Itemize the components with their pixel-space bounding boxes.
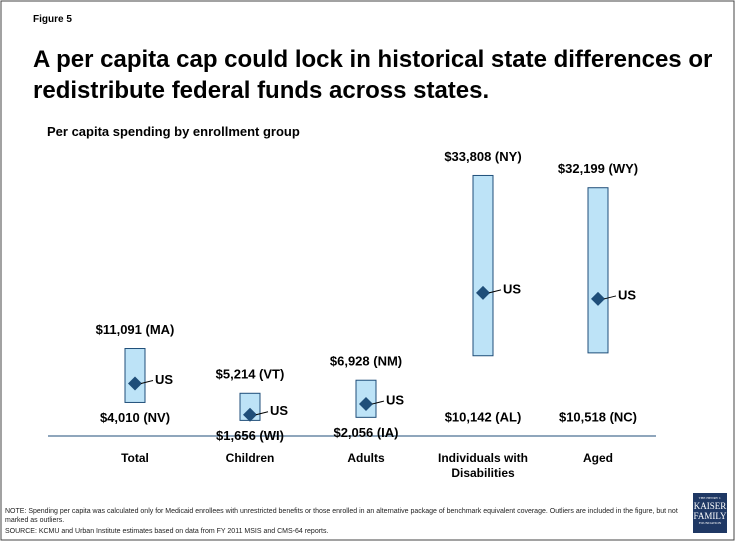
logo-line: FOUNDATION <box>698 521 722 525</box>
range-bar <box>472 174 494 357</box>
us-leader <box>488 289 502 294</box>
us-leader <box>140 380 154 384</box>
us-marker <box>243 407 257 422</box>
note: NOTE: Spending per capita was calculated… <box>5 508 678 524</box>
us-leader <box>603 295 617 300</box>
us-label: US <box>386 392 404 407</box>
us-marker <box>476 285 490 300</box>
us-label: US <box>618 287 636 302</box>
high-label: $33,808 (NY) <box>444 149 521 164</box>
figure-label: Figure 5 <box>33 14 72 25</box>
low-label: $4,010 (NV) <box>100 410 170 425</box>
low-label: $10,518 (NC) <box>559 409 637 424</box>
us-label: US <box>270 403 288 418</box>
us-leader <box>371 400 385 405</box>
logo-line: KAISER <box>693 501 727 511</box>
low-label: $10,142 (AL) <box>445 409 522 424</box>
high-label: $6,928 (NM) <box>330 354 402 369</box>
us-label: US <box>503 281 521 296</box>
high-label: $32,199 (WY) <box>558 161 638 176</box>
us-marker <box>591 291 605 306</box>
range-bar <box>124 348 146 403</box>
chart-title: A per capita cap could lock in historica… <box>33 46 713 104</box>
us-marker <box>359 397 373 412</box>
logo: THE HENRY J. KAISER FAMILY FOUNDATION <box>693 493 727 533</box>
high-label: $11,091 (MA) <box>96 322 175 337</box>
category-label: Aged <box>583 451 613 465</box>
high-label: $5,214 (VT) <box>216 367 285 382</box>
us-label: US <box>155 372 173 387</box>
category-label: Total <box>121 451 149 465</box>
low-label: $1,656 (WI) <box>216 428 284 443</box>
low-label: $2,056 (IA) <box>333 425 398 440</box>
us-leader <box>255 411 269 416</box>
category-label: Children <box>225 451 275 465</box>
us-marker <box>128 376 142 391</box>
category-label: Individuals with Disabilities <box>437 451 528 480</box>
logo-line: THE HENRY J. <box>698 496 722 500</box>
subtitle: Per capita spending by enrollment group <box>47 124 300 139</box>
range-bar <box>587 187 609 354</box>
logo-line: FAMILY <box>693 511 727 521</box>
source: SOURCE: KCMU and Urban Institute estimat… <box>5 528 329 535</box>
category-label: Adults <box>347 451 385 465</box>
